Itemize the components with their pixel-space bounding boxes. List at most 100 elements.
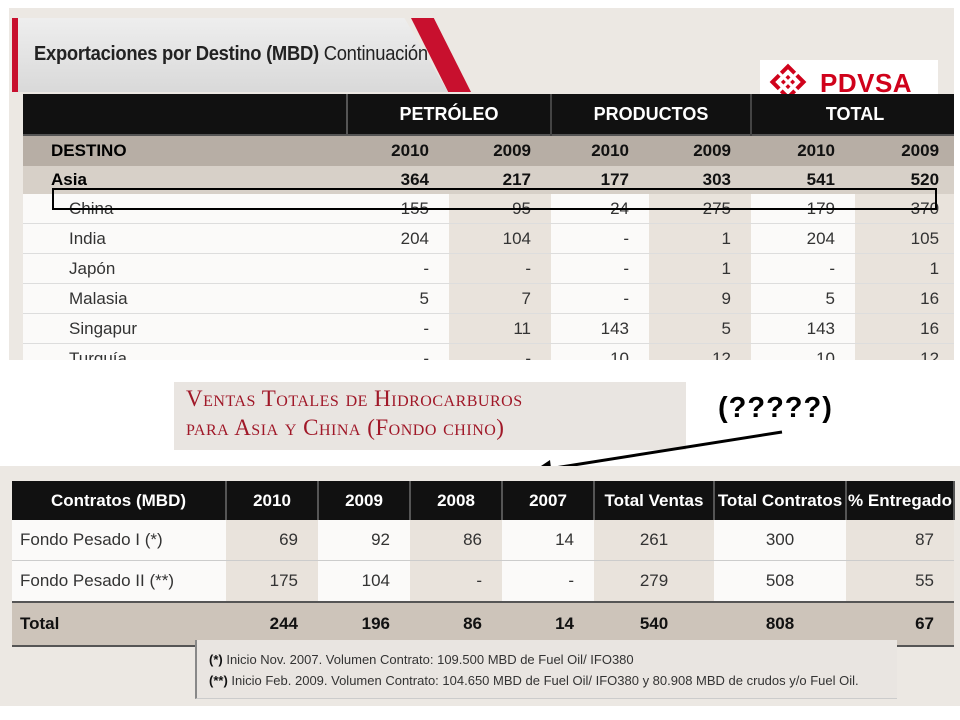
cell: 143 xyxy=(551,313,650,344)
cell: 11 xyxy=(449,313,552,344)
logo-text: PDVSA xyxy=(820,68,913,98)
footnote-mark: (**) xyxy=(209,673,228,688)
group-petroleo: PETRÓLEO xyxy=(347,94,553,135)
cell: 12 xyxy=(649,343,752,360)
column-header: Contratos (MBD) xyxy=(12,481,227,520)
cell: 87 xyxy=(846,520,954,561)
contracts-header-row: Contratos (MBD) 2010 2009 2008 2007 Tota… xyxy=(12,481,955,520)
group-header-row: PETRÓLEO PRODUCTOS TOTAL xyxy=(23,94,954,135)
row-name: Japón xyxy=(23,253,347,284)
footnote-text: Inicio Feb. 2009. Volumen Contrato: 104.… xyxy=(227,673,859,688)
cell: 12 xyxy=(855,343,954,360)
cell: 204 xyxy=(751,223,856,254)
cell: 104 xyxy=(318,560,410,603)
title-continuation: Continuación xyxy=(323,43,428,65)
footnote-mark: (*) xyxy=(209,652,223,667)
table-row: Turquía - - 10 12 10 12 xyxy=(23,343,954,360)
table-row: Fondo Pesado II (**) 175 104 - - 279 508… xyxy=(12,560,954,603)
cell: 67 xyxy=(846,601,954,647)
cell: 14 xyxy=(502,601,594,647)
ventas-heading-line-1: Ventas Totales de Hidrocarburos xyxy=(186,386,523,411)
cell: 300 xyxy=(714,520,846,561)
column-header: Total Contratos xyxy=(714,481,847,520)
cell: 105 xyxy=(855,223,954,254)
cell: 16 xyxy=(855,313,954,344)
cell: - xyxy=(347,343,449,360)
row-name: Turquía xyxy=(23,343,347,360)
footnote-1: (*) Inicio Nov. 2007. Volumen Contrato: … xyxy=(209,652,634,667)
ventas-heading-line-2: para Asia y China (Fondo chino) xyxy=(186,415,505,440)
year-header: 2009 xyxy=(855,134,954,166)
year-header: 2009 xyxy=(649,134,752,166)
column-header: 2008 xyxy=(410,481,503,520)
cell: 55 xyxy=(846,560,954,603)
cell: 1 xyxy=(649,223,752,254)
cell: - xyxy=(347,253,449,284)
group-total: TOTAL xyxy=(751,94,954,135)
row-name: Total xyxy=(12,601,226,647)
row-name: Singapur xyxy=(23,313,347,344)
title-band xyxy=(12,18,448,92)
year-header: 2010 xyxy=(551,134,650,166)
row-name: Fondo Pesado I (*) xyxy=(12,520,226,561)
ventas-heading-box: Ventas Totales de Hidrocarburos para Asi… xyxy=(174,382,686,450)
cell: 540 xyxy=(594,601,714,647)
row-name: India xyxy=(23,223,347,254)
cell: 5 xyxy=(751,283,856,314)
year-header: 2010 xyxy=(751,134,856,166)
cell: 69 xyxy=(226,520,318,561)
panel-title: Exportaciones por Destino (MBD) Continua… xyxy=(34,43,428,66)
cell: - xyxy=(751,253,856,284)
cell: 279 xyxy=(594,560,714,603)
cell: 9 xyxy=(649,283,752,314)
cell: 10 xyxy=(551,343,650,360)
cell: 175 xyxy=(226,560,318,603)
row-name: Fondo Pesado II (**) xyxy=(12,560,226,603)
contracts-panel: Contratos (MBD) 2010 2009 2008 2007 Tota… xyxy=(0,466,960,706)
cell: 143 xyxy=(751,313,856,344)
pdvsa-emblem-icon xyxy=(769,63,807,101)
footnote-2: (**) Inicio Feb. 2009. Volumen Contrato:… xyxy=(209,673,859,688)
year-header: 2009 xyxy=(449,134,552,166)
cell: 204 xyxy=(347,223,449,254)
cell: 86 xyxy=(410,601,502,647)
exports-panel: Exportaciones por Destino (MBD) Continua… xyxy=(9,8,954,360)
cell: - xyxy=(502,560,594,603)
cell: 5 xyxy=(649,313,752,344)
destino-label: DESTINO xyxy=(23,134,347,166)
exports-table: PETRÓLEO PRODUCTOS TOTAL DESTINO 2010 20… xyxy=(23,94,954,360)
title-red-stripe xyxy=(12,18,18,92)
cell: 86 xyxy=(410,520,502,561)
cell: 1 xyxy=(855,253,954,284)
cell: 508 xyxy=(714,560,846,603)
year-header-row: DESTINO 2010 2009 2010 2009 2010 2009 xyxy=(23,134,954,166)
cell: - xyxy=(449,253,552,284)
footnotes: (*) Inicio Nov. 2007. Volumen Contrato: … xyxy=(195,640,897,699)
cell: - xyxy=(410,560,502,603)
column-header: 2009 xyxy=(318,481,411,520)
cell: - xyxy=(551,283,650,314)
column-header: 2010 xyxy=(226,481,319,520)
group-productos: PRODUCTOS xyxy=(551,94,753,135)
cell: - xyxy=(551,253,650,284)
table-row: Japón - - - 1 - 1 xyxy=(23,253,954,284)
column-header: % Entregado xyxy=(846,481,955,520)
cell: 370 xyxy=(855,194,954,224)
cell: 5 xyxy=(347,283,449,314)
cell: 10 xyxy=(751,343,856,360)
cell: 261 xyxy=(594,520,714,561)
column-header: 2007 xyxy=(502,481,595,520)
table-row: Singapur - 11 143 5 143 16 xyxy=(23,313,954,344)
table-row: Fondo Pesado I (*) 69 92 86 14 261 300 8… xyxy=(12,520,954,561)
column-header: Total Ventas xyxy=(594,481,715,520)
cell: - xyxy=(551,223,650,254)
table-row: Malasia 5 7 - 9 5 16 xyxy=(23,283,954,314)
cell: 104 xyxy=(449,223,552,254)
table-row: India 204 104 - 1 204 105 xyxy=(23,223,954,254)
cell: - xyxy=(347,313,449,344)
question-annotation: (?????) xyxy=(718,392,833,424)
cell: - xyxy=(449,343,552,360)
cell: 7 xyxy=(449,283,552,314)
cell: 1 xyxy=(649,253,752,284)
year-header: 2010 xyxy=(347,134,449,166)
